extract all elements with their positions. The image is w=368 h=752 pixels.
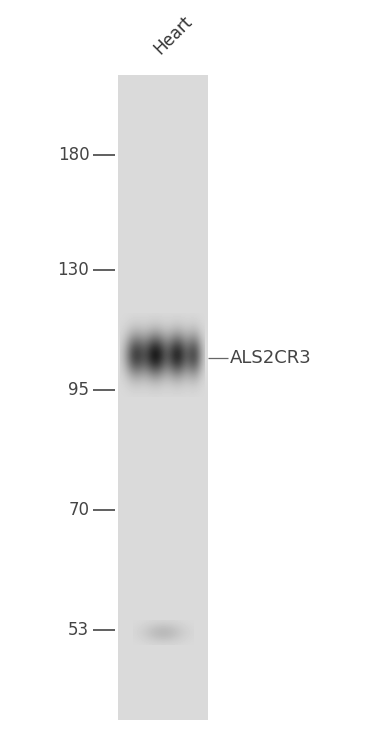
Bar bbox=[118, 75, 208, 720]
Text: 130: 130 bbox=[57, 261, 89, 279]
Text: 53: 53 bbox=[68, 621, 89, 639]
Text: ALS2CR3: ALS2CR3 bbox=[230, 349, 312, 367]
Text: 95: 95 bbox=[68, 381, 89, 399]
Text: Heart: Heart bbox=[150, 13, 196, 58]
Text: 70: 70 bbox=[68, 501, 89, 519]
Text: 180: 180 bbox=[58, 146, 89, 164]
